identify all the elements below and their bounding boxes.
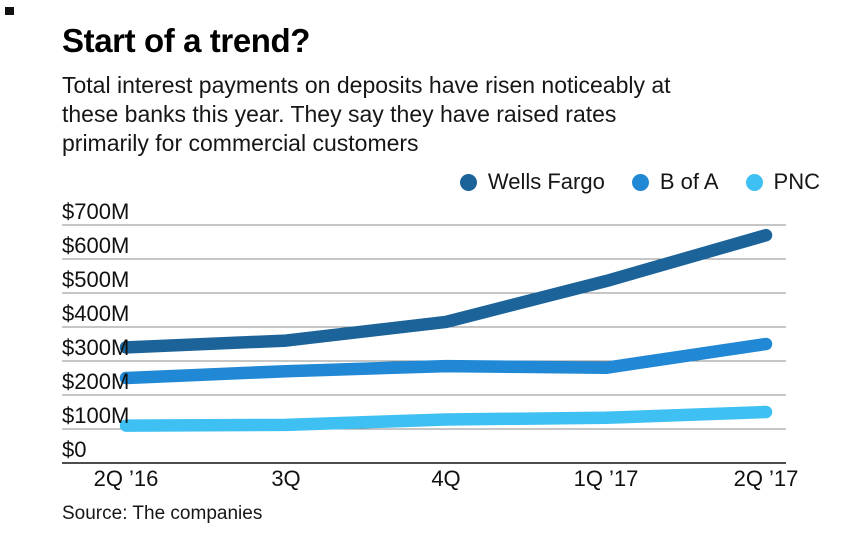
chart-subtitle-line: primarily for commercial customers	[62, 130, 419, 156]
x-tick-label: 2Q ’17	[733, 466, 799, 491]
chart-subtitle-line: these banks this year. They say they hav…	[62, 101, 617, 127]
y-tick-label: $100M	[62, 403, 130, 428]
chart-subtitle: Total interest payments on deposits have…	[62, 71, 671, 158]
legend-item-b-of-a: B of A	[631, 169, 719, 195]
series-line-b-of-a	[119, 337, 773, 385]
legend-label: B of A	[659, 169, 719, 194]
x-tick-label: 4Q	[431, 466, 461, 491]
source-note: Source: The companies	[62, 503, 263, 524]
y-tick-label: $0	[62, 437, 87, 462]
legend-dot-icon	[459, 173, 477, 191]
legend-label: Wells Fargo	[487, 169, 605, 194]
legend-item-pnc: PNC	[745, 169, 820, 195]
y-tick-label: $200M	[62, 369, 130, 394]
series-line-wells-fargo	[119, 228, 773, 354]
legend-label: PNC	[773, 169, 820, 194]
legend-dot-icon	[631, 173, 649, 191]
x-tick-label: 3Q	[271, 466, 301, 491]
y-tick-label: $500M	[62, 267, 130, 292]
y-tick-label: $600M	[62, 233, 130, 258]
y-tick-label: $700M	[62, 199, 130, 224]
chart-legend: Wells Fargo B of A PNC	[459, 169, 820, 195]
x-tick-label: 2Q ’16	[93, 466, 159, 491]
chart-subtitle-line: Total interest payments on deposits have…	[62, 72, 671, 98]
legend-dot-icon	[745, 173, 763, 191]
legend-item-wells-fargo: Wells Fargo	[459, 169, 605, 195]
corner-artifact	[5, 7, 14, 15]
chart-title: Start of a trend?	[62, 22, 311, 59]
series-line-pnc	[119, 405, 773, 432]
y-tick-label: $400M	[62, 301, 130, 326]
x-tick-label: 1Q ’17	[573, 466, 639, 491]
y-tick-label: $300M	[62, 335, 130, 360]
